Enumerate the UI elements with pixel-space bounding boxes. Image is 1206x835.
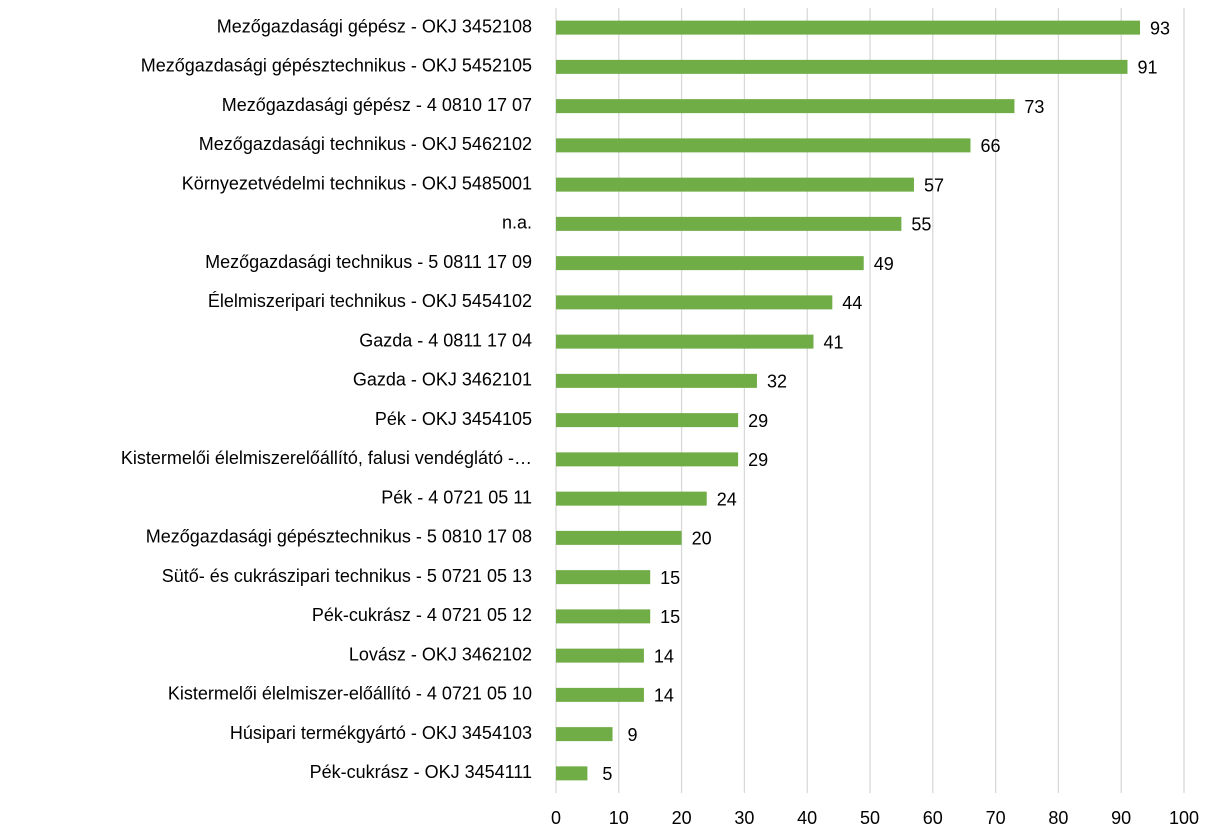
y-tick-label: Mezőgazdasági gépész - 4 0810 17 07	[222, 95, 532, 115]
y-tick-label: Mezőgazdasági gépésztechnikus - OKJ 5452…	[141, 56, 532, 76]
y-tick-label: n.a.	[502, 213, 532, 233]
bar	[556, 648, 644, 663]
x-tick-label: 0	[551, 808, 561, 828]
bar	[556, 373, 757, 388]
x-tick-label: 70	[986, 808, 1006, 828]
data-label: 24	[717, 489, 737, 509]
data-label: 29	[748, 450, 768, 470]
y-tick-label: Mezőgazdasági gépésztechnikus - 5 0810 1…	[146, 527, 532, 547]
bar	[556, 491, 707, 506]
bar	[556, 570, 651, 585]
y-tick-label: Pék - OKJ 3454105	[375, 409, 532, 429]
data-label: 14	[654, 646, 674, 666]
y-tick-label: Sütő- és cukrászipari technikus - 5 0721…	[162, 566, 532, 586]
y-tick-label: Pék-cukrász - OKJ 3454111	[310, 762, 532, 782]
bar	[556, 177, 914, 192]
x-tick-label: 50	[860, 808, 880, 828]
data-label: 15	[660, 607, 680, 627]
data-label: 44	[842, 293, 862, 313]
y-tick-label: Kistermelői élelmiszerelőállító, falusi …	[121, 448, 532, 468]
bar	[556, 20, 1141, 35]
bar	[556, 334, 814, 349]
y-tick-label: Húsipari termékgyártó - OKJ 3454103	[230, 723, 532, 743]
data-label: 14	[654, 686, 674, 706]
y-tick-label: Mezőgazdasági technikus - OKJ 5462102	[199, 134, 532, 154]
y-tick-label: Mezőgazdasági gépész - OKJ 3452108	[217, 16, 532, 36]
data-label: 49	[874, 254, 894, 274]
y-tick-label: Környezetvédelmi technikus - OKJ 5485001	[182, 173, 532, 193]
bar	[556, 452, 739, 467]
y-tick-label: Kistermelői élelmiszer-előállító - 4 072…	[168, 684, 532, 704]
bar	[556, 256, 864, 271]
y-tick-label: Mezőgazdasági technikus - 5 0811 17 09	[205, 252, 532, 272]
bar	[556, 216, 902, 231]
data-label: 66	[980, 136, 1000, 156]
data-label: 55	[911, 215, 931, 235]
data-label: 91	[1137, 58, 1157, 78]
x-tick-label: 100	[1169, 808, 1199, 828]
x-tick-label: 30	[734, 808, 754, 828]
data-label: 9	[628, 725, 638, 745]
data-label: 73	[1024, 97, 1044, 117]
x-tick-label: 40	[797, 808, 817, 828]
x-tick-label: 10	[609, 808, 629, 828]
y-tick-label: Élelmiszeripari technikus - OKJ 5454102	[208, 291, 532, 311]
data-label: 20	[692, 529, 712, 549]
x-tick-label: 80	[1048, 808, 1068, 828]
bar	[556, 609, 651, 624]
data-label: 57	[924, 175, 944, 195]
bar	[556, 530, 682, 545]
bar	[556, 687, 644, 702]
bar	[556, 138, 971, 153]
x-tick-label: 20	[672, 808, 692, 828]
data-label: 29	[748, 411, 768, 431]
bar	[556, 295, 833, 310]
y-tick-label: Gazda - 4 0811 17 04	[359, 330, 532, 350]
y-tick-label: Pék-cukrász - 4 0721 05 12	[312, 605, 532, 625]
x-tick-label: 90	[1111, 808, 1131, 828]
bar	[556, 413, 739, 428]
data-label: 5	[602, 764, 612, 784]
bar	[556, 727, 613, 742]
bar	[556, 766, 588, 781]
data-label: 41	[823, 332, 843, 352]
y-tick-label: Gazda - OKJ 3462101	[353, 370, 532, 390]
y-tick-label: Lovász - OKJ 3462102	[349, 644, 532, 664]
x-tick-label: 60	[923, 808, 943, 828]
bar	[556, 59, 1128, 74]
data-label: 93	[1150, 18, 1170, 38]
data-label: 32	[767, 372, 787, 392]
data-label: 15	[660, 568, 680, 588]
bar	[556, 99, 1015, 114]
y-tick-label: Pék - 4 0721 05 11	[381, 487, 532, 507]
